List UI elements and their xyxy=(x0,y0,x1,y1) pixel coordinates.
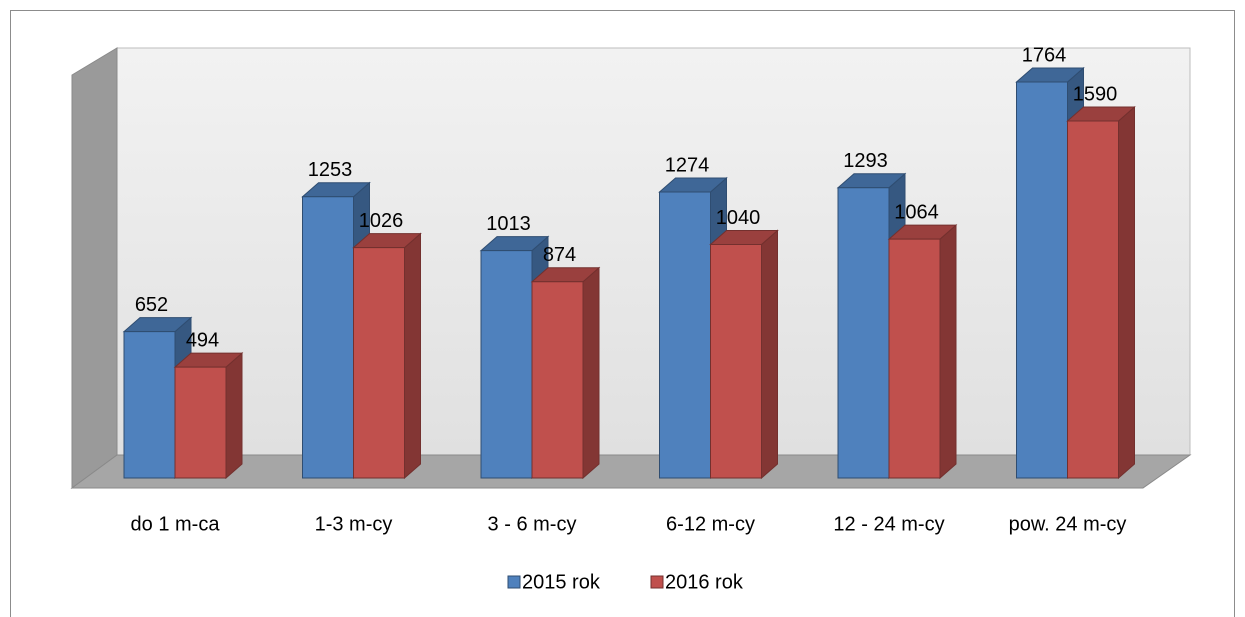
x-tick-label: 3 - 6 m-cy xyxy=(488,513,577,535)
value-label: 1013 xyxy=(486,213,531,235)
bar-side xyxy=(1118,105,1135,480)
bar xyxy=(530,266,601,480)
bar xyxy=(1066,105,1136,480)
bar-side xyxy=(582,266,600,480)
x-tick-label: pow. 24 m-cy xyxy=(1009,513,1127,535)
x-tick-label: do 1 m-ca xyxy=(131,513,221,535)
x-tick-label: 12 - 24 m-cy xyxy=(833,513,944,535)
value-label: 1274 xyxy=(665,154,710,176)
side-wall xyxy=(71,47,118,489)
bar-front xyxy=(1067,120,1119,479)
bar-side xyxy=(225,351,243,480)
value-label: 1064 xyxy=(894,201,939,223)
bar-front xyxy=(710,244,762,479)
value-label: 652 xyxy=(135,294,168,316)
legend-label: 2015 rok xyxy=(522,571,601,593)
value-label: 1026 xyxy=(359,210,404,232)
bar-front xyxy=(888,238,941,479)
bar xyxy=(887,224,958,480)
value-label: 1253 xyxy=(308,159,353,181)
bar-side xyxy=(404,232,421,480)
bar-front xyxy=(659,191,711,479)
bar-front xyxy=(353,247,405,479)
bar-front xyxy=(531,281,584,479)
bar-front xyxy=(480,250,533,479)
bar-front xyxy=(174,366,227,479)
value-label: 874 xyxy=(543,244,576,266)
bar xyxy=(352,232,422,480)
bar-front xyxy=(1016,81,1068,479)
bar-front xyxy=(837,187,890,479)
legend-swatch xyxy=(650,575,664,589)
bar-side xyxy=(761,229,778,480)
value-label: 494 xyxy=(186,329,219,351)
bar xyxy=(173,351,244,480)
value-label: 1293 xyxy=(843,150,888,172)
value-label: 1040 xyxy=(716,207,761,229)
value-label: 1764 xyxy=(1022,44,1067,66)
value-label: 1590 xyxy=(1073,83,1118,105)
bar xyxy=(709,229,779,480)
x-tick-label: 1-3 m-cy xyxy=(315,513,393,535)
legend-swatch xyxy=(507,575,521,589)
legend-label: 2016 rok xyxy=(665,571,744,593)
bar-side xyxy=(939,224,957,480)
bar-front xyxy=(123,331,176,479)
bar-front xyxy=(302,196,354,479)
x-tick-label: 6-12 m-cy xyxy=(666,513,755,535)
frame xyxy=(10,10,1235,617)
